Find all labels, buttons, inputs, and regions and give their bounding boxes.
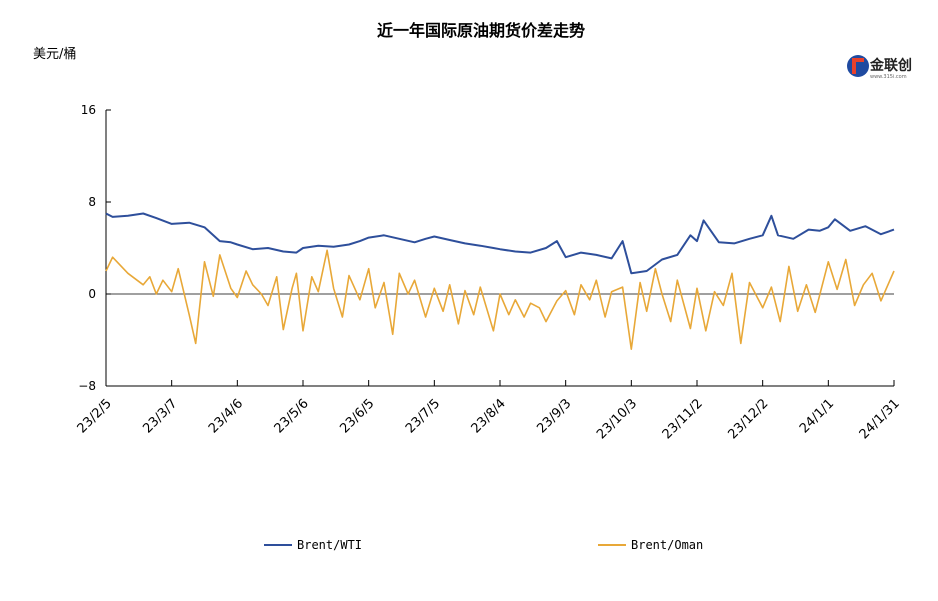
axes [105,109,895,387]
x-tick-label: 24/1/31 [857,396,903,442]
y-tick-labels: 16 8 0 −8 [78,103,96,393]
legend-label: Brent/Oman [631,538,703,552]
x-tick-label: 23/10/3 [594,396,640,442]
y-tick-label: 16 [81,103,96,117]
x-tick-label: 23/4/6 [206,396,246,436]
y-tick-label: 8 [88,195,96,209]
x-tick-label: 23/3/7 [140,396,180,436]
legend: Brent/WTI Brent/Oman [264,538,703,552]
logo-mark-red [852,58,864,74]
x-tick-label: 23/7/5 [403,396,443,436]
x-tick-label: 24/1/1 [797,396,837,436]
y-axis-unit-label: 美元/桶 [33,47,76,62]
series-line-brent-oman [105,249,895,351]
brand-logo: 金联创 www.315i.com [847,55,912,80]
x-tick-label: 23/11/2 [660,396,706,442]
legend-label: Brent/WTI [297,538,362,552]
x-tick-label: 23/12/2 [725,396,771,442]
x-tick-label: 23/2/5 [75,396,115,436]
series-layer [105,212,895,351]
x-tick-labels: 23/2/5 23/3/7 23/4/6 23/5/6 23/6/5 23/7/5 23/8… [75,396,903,442]
logo-subtext: www.315i.com [870,74,907,80]
x-tick-label: 23/6/5 [337,396,377,436]
series-line-brent-wti [105,212,895,275]
x-tick-label: 23/8/4 [469,396,509,436]
x-tick-label: 23/5/6 [272,396,312,436]
chart-title: 近一年国际原油期货价差走势 [377,21,585,40]
y-tick-label: −8 [78,379,96,393]
x-tick-label: 23/9/3 [534,396,574,436]
logo-text: 金联创 [869,57,912,74]
y-tick-label: 0 [88,287,96,301]
